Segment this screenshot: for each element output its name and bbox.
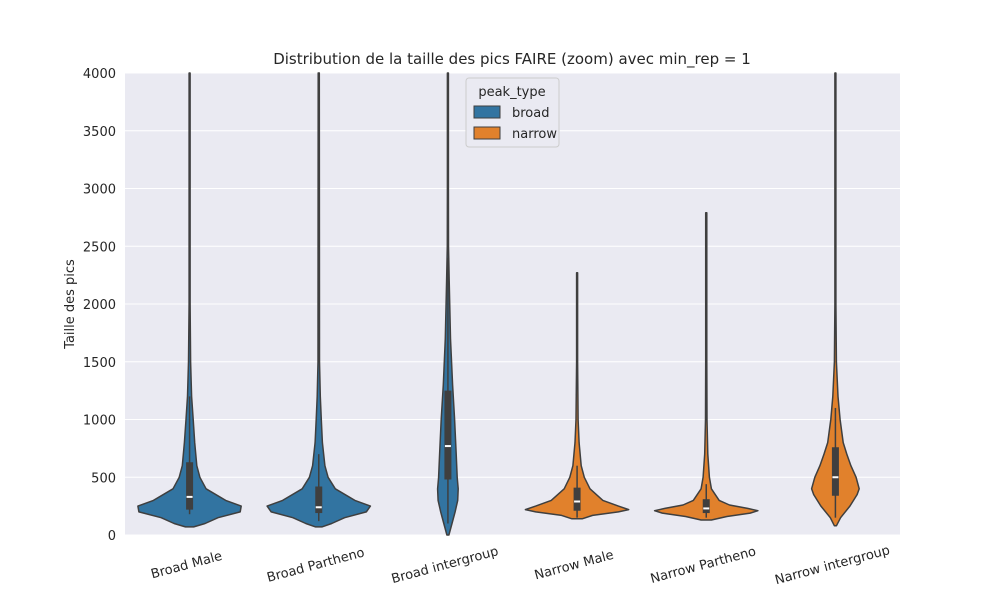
x-tick-label: Broad Partheno — [265, 545, 366, 585]
y-tick-label: 3500 — [83, 125, 116, 140]
x-tick-label: Narrow intergroup — [773, 543, 891, 588]
y-tick-label: 1500 — [83, 356, 116, 371]
legend-title: peak_type — [478, 85, 545, 100]
violin-body — [653, 212, 759, 521]
chart-title: Distribution de la taille des pics FAIRE… — [273, 50, 751, 69]
violin-body — [266, 72, 372, 528]
violin-body — [524, 272, 630, 520]
legend-swatch-broad — [473, 105, 501, 119]
y-tick-labels: 0 500 1000 1500 2000 2500 3000 3500 4000 — [83, 67, 116, 544]
violin-body — [137, 72, 242, 528]
y-tick-label: 4000 — [83, 67, 116, 82]
x-tick-label: Broad intergroup — [390, 544, 500, 587]
x-tick-label: Broad Male — [149, 549, 223, 582]
x-tick-label: Narrow Male — [533, 548, 615, 584]
y-tick-label: 500 — [91, 471, 116, 486]
legend: peak_type broad narrow — [465, 77, 560, 148]
legend-label-broad: broad — [512, 106, 549, 121]
y-tick-label: 2000 — [83, 298, 116, 313]
legend-label-narrow: narrow — [512, 127, 557, 142]
violins — [137, 72, 860, 536]
x-tick-labels: Broad Male Broad Partheno Broad intergroup… — [149, 543, 891, 588]
grid-lines — [125, 72, 900, 536]
y-tick-label: 0 — [108, 529, 116, 544]
y-tick-label: 2500 — [83, 240, 116, 255]
x-tick-label: Narrow Partheno — [649, 544, 758, 587]
y-tick-label: 1000 — [83, 414, 116, 429]
legend-swatch-narrow — [473, 126, 501, 140]
y-axis-label: Taille des pics — [63, 259, 78, 350]
violin-body — [810, 72, 860, 527]
y-tick-label: 3000 — [83, 183, 116, 198]
